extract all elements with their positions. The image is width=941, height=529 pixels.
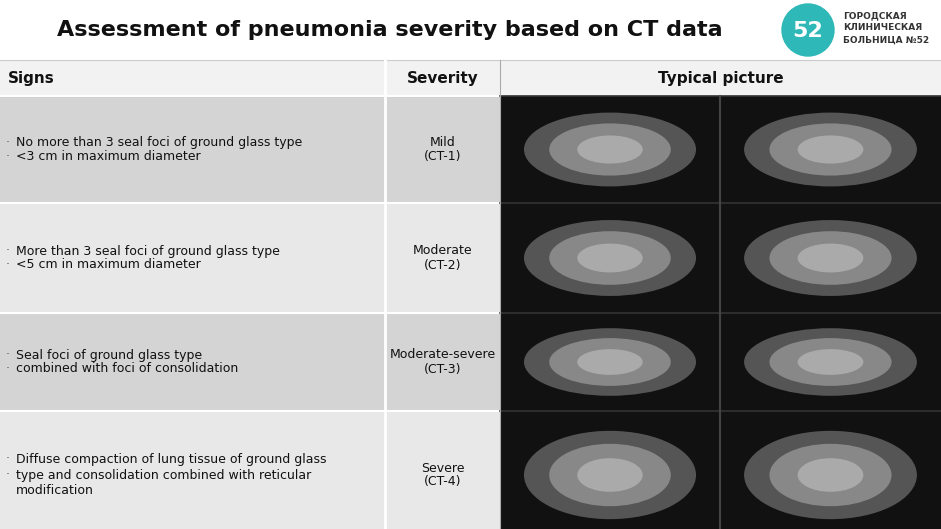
Ellipse shape (550, 123, 671, 176)
Text: ·: · (6, 259, 10, 271)
Text: More than 3 seal foci of ground glass type: More than 3 seal foci of ground glass ty… (16, 244, 279, 258)
Text: type and consolidation combined with reticular: type and consolidation combined with ret… (16, 469, 311, 481)
Ellipse shape (798, 458, 864, 492)
Text: Assessment of pneumonia severity based on CT data: Assessment of pneumonia severity based o… (57, 20, 723, 40)
Ellipse shape (770, 338, 891, 386)
Text: ·: · (6, 150, 10, 163)
Ellipse shape (770, 123, 891, 176)
Ellipse shape (744, 113, 917, 186)
Text: Severity: Severity (407, 70, 478, 86)
Circle shape (782, 4, 834, 56)
Text: Diffuse compaction of lung tissue of ground glass: Diffuse compaction of lung tissue of gro… (16, 452, 327, 466)
Text: ·: · (6, 244, 10, 258)
Bar (721, 313, 941, 411)
Text: Typical picture: Typical picture (658, 70, 783, 86)
Ellipse shape (744, 328, 917, 396)
Bar (0, 313, 500, 411)
Text: combined with foci of consolidation: combined with foci of consolidation (16, 362, 238, 376)
Ellipse shape (550, 338, 671, 386)
Ellipse shape (577, 135, 643, 163)
Text: <5 cm in maximum diameter: <5 cm in maximum diameter (16, 259, 200, 271)
Bar (500, 96, 720, 203)
Text: ·: · (6, 469, 10, 481)
Bar (721, 411, 941, 529)
Text: <3 cm in maximum diameter: <3 cm in maximum diameter (16, 150, 200, 163)
Bar (0, 0, 941, 60)
Text: (CT-4): (CT-4) (423, 476, 461, 488)
Text: Moderate-severe: Moderate-severe (390, 349, 496, 361)
Ellipse shape (550, 231, 671, 285)
Ellipse shape (798, 349, 864, 375)
Bar (721, 203, 941, 313)
Text: Moderate: Moderate (413, 244, 472, 258)
Ellipse shape (577, 243, 643, 272)
Ellipse shape (577, 458, 643, 492)
Ellipse shape (798, 243, 864, 272)
Text: Seal foci of ground glass type: Seal foci of ground glass type (16, 349, 202, 361)
Bar (500, 313, 720, 411)
Text: ·: · (6, 452, 10, 466)
Text: ·: · (6, 349, 10, 361)
Text: (CT-1): (CT-1) (423, 150, 461, 163)
Text: modification: modification (16, 485, 94, 497)
Text: ·: · (6, 362, 10, 376)
Ellipse shape (744, 220, 917, 296)
Ellipse shape (524, 328, 696, 396)
Bar (0, 96, 500, 203)
Bar (500, 203, 720, 313)
Bar (0, 411, 500, 529)
Ellipse shape (550, 444, 671, 506)
Ellipse shape (524, 431, 696, 519)
Text: ГОРОДСКАЯ: ГОРОДСКАЯ (843, 12, 907, 21)
Text: ·: · (6, 136, 10, 149)
Bar (500, 411, 720, 529)
Text: Signs: Signs (8, 70, 55, 86)
Ellipse shape (798, 135, 864, 163)
Bar (0, 60, 941, 96)
Text: Mild: Mild (430, 136, 455, 149)
Ellipse shape (577, 349, 643, 375)
Text: (CT-2): (CT-2) (423, 259, 461, 271)
Ellipse shape (524, 113, 696, 186)
Text: No more than 3 seal foci of ground glass type: No more than 3 seal foci of ground glass… (16, 136, 302, 149)
Text: КЛИНИЧЕСКАЯ: КЛИНИЧЕСКАЯ (843, 23, 922, 32)
Text: 52: 52 (792, 21, 823, 41)
Ellipse shape (770, 444, 891, 506)
Ellipse shape (770, 231, 891, 285)
Ellipse shape (744, 431, 917, 519)
Text: БОЛЬНИЦА №52: БОЛЬНИЦА №52 (843, 35, 929, 44)
Text: (CT-3): (CT-3) (423, 362, 461, 376)
Ellipse shape (524, 220, 696, 296)
Bar (721, 96, 941, 203)
Text: Severe: Severe (421, 461, 464, 475)
Bar (0, 203, 500, 313)
